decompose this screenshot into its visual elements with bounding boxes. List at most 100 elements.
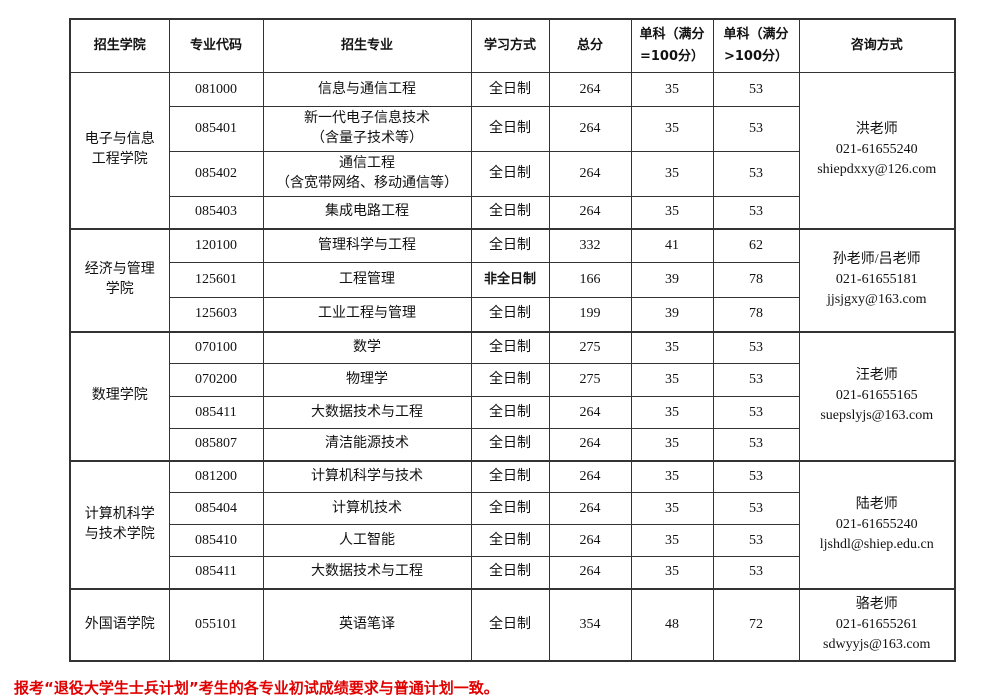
contact-cell: 陆老师 021-61655240 ljshdl@shiep.edu.cn bbox=[798, 459, 956, 589]
contact-cell: 孙老师/吕老师 021-61655181 jjsjgxy@163.com bbox=[798, 227, 956, 332]
total-score: 166 bbox=[548, 262, 632, 298]
contact-name: 陆老师 bbox=[855, 496, 898, 512]
contact-phone: 021-61655261 bbox=[835, 616, 918, 632]
major-cell: 大数据技术与工程 bbox=[262, 396, 472, 429]
single-score-over-100: 72 bbox=[712, 587, 800, 661]
major-name: 物理学 bbox=[346, 372, 388, 387]
footnote: 报考“退役大学生士兵计划”考生的各专业初试成绩要求与普通计划一致。 bbox=[14, 679, 499, 697]
total-score: 264 bbox=[548, 196, 632, 229]
total-score: 264 bbox=[548, 428, 632, 461]
major-code: 070200 bbox=[168, 363, 264, 397]
contact-phone: 021-61655181 bbox=[835, 272, 918, 287]
single-score-over-100: 53 bbox=[712, 151, 800, 197]
study-mode: 全日制 bbox=[470, 106, 550, 152]
single-score-over-100: 53 bbox=[712, 106, 800, 152]
single-score-over-100: 78 bbox=[712, 262, 800, 298]
single-score-100: 35 bbox=[630, 72, 714, 107]
table-row: 125603 工业工程与管理 全日制 199 39 78 bbox=[70, 297, 955, 332]
header-total: 总分 bbox=[548, 18, 632, 73]
single-score-100: 35 bbox=[630, 428, 714, 461]
study-mode: 全日制 bbox=[470, 297, 550, 332]
table-row: 085807 清洁能源技术 全日制 264 35 53 bbox=[70, 428, 955, 461]
total-score: 332 bbox=[548, 227, 632, 263]
major-cell: 大数据技术与工程 bbox=[262, 556, 472, 589]
single-score-100: 41 bbox=[630, 227, 714, 263]
single-score-100: 48 bbox=[630, 587, 714, 661]
major-cell: 通信工程 （含宽带网络、移动通信等） bbox=[262, 151, 472, 197]
single-score-over-100: 53 bbox=[712, 492, 800, 525]
college-name: 电子与信息工程学院 bbox=[84, 132, 155, 168]
header-single-over-100: 单科（满分>100分） bbox=[712, 18, 800, 73]
table-row: 经济与管理学院 120100 管理科学与工程 全日制 332 41 62 孙老师/吕老师 021… bbox=[69, 227, 956, 332]
major-code: 120100 bbox=[168, 227, 264, 263]
contact-email: suepslyjs@163.com bbox=[820, 408, 934, 423]
major-name: 大数据技术与工程 bbox=[311, 564, 423, 580]
major-name: 新一代电子信息技术 bbox=[304, 111, 430, 126]
study-mode: 全日制 bbox=[470, 428, 550, 461]
major-code: 070100 bbox=[168, 330, 264, 364]
total-score: 264 bbox=[548, 524, 632, 557]
major-code: 081000 bbox=[168, 72, 264, 107]
header-mode: 学习方式 bbox=[470, 18, 550, 73]
single-score-over-100: 53 bbox=[712, 459, 800, 493]
contact-email: ljshdl@shiep.edu.cn bbox=[819, 536, 934, 552]
major-name: 工业工程与管理 bbox=[318, 306, 416, 322]
total-score: 264 bbox=[548, 106, 632, 152]
single-score-over-100: 53 bbox=[712, 428, 800, 461]
major-name: 集成电路工程 bbox=[325, 204, 409, 220]
major-code: 085410 bbox=[168, 524, 264, 557]
major-code: 085807 bbox=[168, 428, 264, 461]
major-name: 数学 bbox=[353, 339, 381, 355]
single-score-over-100: 62 bbox=[712, 227, 800, 263]
table-row: 085402 通信工程 （含宽带网络、移动通信等） 全日制 264 35 53 bbox=[70, 151, 955, 197]
single-score-over-100: 53 bbox=[712, 524, 800, 557]
major-name: 计算机技术 bbox=[332, 500, 402, 516]
major-code: 085411 bbox=[168, 396, 264, 429]
single-score-over-100: 53 bbox=[712, 396, 800, 429]
total-score: 275 bbox=[548, 363, 632, 397]
major-cell: 人工智能 bbox=[262, 524, 472, 557]
header-college: 招生学院 bbox=[69, 18, 170, 73]
single-score-100: 35 bbox=[630, 459, 714, 493]
study-mode: 全日制 bbox=[470, 196, 550, 229]
major-cell: 物理学 bbox=[262, 363, 472, 397]
single-score-100: 35 bbox=[630, 556, 714, 589]
single-score-over-100: 53 bbox=[712, 330, 800, 364]
major-cell: 计算机技术 bbox=[262, 492, 472, 525]
total-score: 264 bbox=[548, 72, 632, 107]
contact-phone: 021-61655240 bbox=[835, 516, 918, 532]
total-score: 354 bbox=[548, 587, 632, 661]
contact-cell: 洪老师 021-61655240 shiepdxxy@126.com bbox=[798, 72, 956, 229]
table-row: 外国语学院 055101 英语笔译 全日制 354 48 72 骆老师 021-61655261… bbox=[69, 587, 956, 661]
major-note: （含宽带网络、移动通信等） bbox=[276, 176, 458, 191]
major-name: 清洁能源技术 bbox=[325, 436, 409, 452]
major-name: 工程管理 bbox=[339, 272, 395, 287]
study-mode: 非全日制 bbox=[470, 262, 550, 298]
single-score-100: 35 bbox=[630, 492, 714, 525]
study-mode: 全日制 bbox=[470, 587, 550, 661]
table-row: 085401 新一代电子信息技术 （含量子技术等） 全日制 264 35 53 bbox=[70, 106, 955, 152]
table-row: 085411 大数据技术与工程 全日制 264 35 53 bbox=[70, 396, 955, 429]
study-mode: 全日制 bbox=[470, 396, 550, 429]
single-score-100: 35 bbox=[630, 396, 714, 429]
major-code: 085411 bbox=[168, 556, 264, 589]
header-row: 招生学院 专业代码 招生专业 学习方式 总分 单科（满分=100分） 单科（满分… bbox=[69, 18, 956, 73]
major-cell: 工程管理 bbox=[262, 262, 472, 298]
total-score: 275 bbox=[548, 330, 632, 364]
single-score-100: 35 bbox=[630, 330, 714, 364]
major-code: 085404 bbox=[168, 492, 264, 525]
college-name: 数理学院 bbox=[91, 388, 148, 403]
major-name: 大数据技术与工程 bbox=[311, 404, 423, 420]
table-row: 070200 物理学 全日制 275 35 53 bbox=[70, 363, 955, 397]
major-name: 人工智能 bbox=[339, 532, 395, 548]
single-score-over-100: 53 bbox=[712, 196, 800, 229]
major-cell: 管理科学与工程 bbox=[262, 227, 472, 263]
header-major: 招生专业 bbox=[262, 18, 472, 73]
major-code: 125603 bbox=[168, 297, 264, 332]
major-cell: 工业工程与管理 bbox=[262, 297, 472, 332]
total-score: 264 bbox=[548, 396, 632, 429]
table-row: 数理学院 070100 数学 全日制 275 35 53 汪老师 021-61655165 sue… bbox=[69, 330, 956, 461]
study-mode: 全日制 bbox=[470, 492, 550, 525]
major-name: 计算机科学与技术 bbox=[311, 468, 423, 484]
total-score: 199 bbox=[548, 297, 632, 332]
